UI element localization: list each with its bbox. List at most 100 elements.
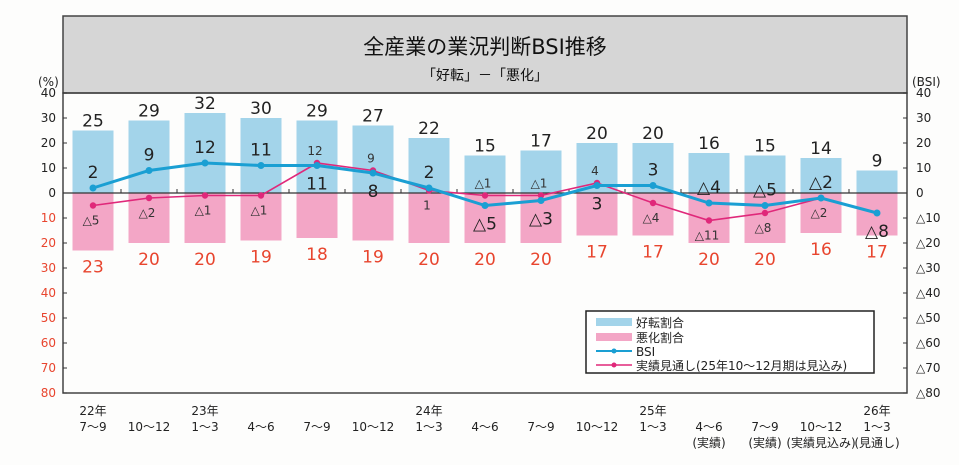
- outlook-value-label: △1: [251, 204, 268, 218]
- category-quarter-label: 10～12: [128, 420, 171, 434]
- good-bar: [128, 120, 170, 193]
- outlook-point: [201, 192, 209, 199]
- good-value-label: 29: [306, 102, 328, 122]
- outlook-point: [761, 209, 769, 217]
- good-value-label: 27: [362, 107, 384, 127]
- outlook-point: [145, 194, 153, 202]
- good-value-label: 30: [250, 99, 272, 119]
- category-quarter-label: 4～6: [471, 420, 498, 434]
- outlook-value-label: 12: [307, 144, 322, 158]
- category-note-label: (実績): [692, 435, 725, 450]
- good-value-label: 22: [418, 119, 440, 139]
- good-bar: [744, 155, 786, 193]
- bsi-value-label: 3: [592, 195, 603, 215]
- category-year-label: 25年: [639, 404, 666, 418]
- bsi-point: [873, 209, 881, 217]
- category-year-label: 22年: [79, 404, 106, 418]
- bad-bar: [408, 193, 450, 243]
- bsi-value-label: △3: [529, 210, 553, 230]
- outlook-value-label: 1: [423, 199, 431, 213]
- left-axis-tick-label: 50: [41, 311, 56, 325]
- bsi-point: [649, 182, 657, 189]
- category-note-label: (実績見込み): [786, 435, 855, 450]
- good-bar: [184, 113, 226, 193]
- good-value-label: 16: [698, 134, 720, 154]
- bsi-value-label: △4: [697, 178, 721, 198]
- legend-bad-label: 悪化割合: [636, 330, 684, 345]
- outlook-value-label: △11: [695, 229, 720, 243]
- bsi-value-label: △8: [865, 222, 889, 242]
- category-quarter-label: 10～12: [576, 420, 619, 434]
- bad-value-label: 20: [194, 250, 216, 270]
- legend: 好転割合 悪化割合 BSI 実績見通し(25年10～12月期は見込み): [585, 310, 875, 374]
- bad-value-label: 20: [530, 250, 552, 270]
- bad-value-label: 18: [306, 245, 328, 265]
- bsi-value-label: △5: [473, 215, 497, 235]
- left-axis-tick-label: 80: [41, 386, 56, 400]
- right-axis-tick-label: △10: [916, 211, 941, 225]
- bad-value-label: 20: [474, 250, 496, 270]
- good-bar: [240, 118, 282, 193]
- bsi-value-label: 8: [368, 182, 379, 202]
- category-quarter-label: 1～3: [191, 420, 218, 434]
- left-unit: (%): [38, 75, 59, 89]
- legend-bsi-label: BSI: [636, 345, 655, 359]
- bsi-point: [313, 162, 321, 169]
- bsi-point: [369, 169, 377, 177]
- category-quarter-label: 1～3: [863, 420, 890, 434]
- bsi-value-label: 3: [648, 161, 659, 181]
- right-axis-tick-label: 0: [916, 186, 924, 200]
- left-axis-tick-label: 20: [41, 236, 56, 250]
- category-note-label: (実績): [748, 435, 781, 450]
- good-bar: [520, 150, 562, 193]
- good-bar: [800, 158, 842, 193]
- bsi-value-label: △2: [809, 173, 833, 193]
- bad-value-label: 17: [642, 243, 664, 263]
- outlook-value-label: 4: [591, 164, 599, 178]
- bad-bar: [240, 193, 282, 241]
- outlook-point: [537, 192, 545, 199]
- legend-good-label: 好転割合: [636, 315, 684, 330]
- left-axis-tick-label: 0: [48, 186, 56, 200]
- right-axis-tick-label: 20: [916, 136, 931, 150]
- bsi-point: [705, 199, 713, 207]
- outlook-point: [257, 192, 265, 199]
- chart-subtitle: 「好転」－「悪化」: [422, 68, 548, 84]
- bad-bar: [184, 193, 226, 243]
- legend-bad-swatch: [596, 333, 632, 341]
- category-quarter-label: 1～3: [639, 420, 666, 434]
- left-axis-tick-label: 40: [41, 86, 56, 100]
- bsi-point: [145, 167, 153, 174]
- good-bar: [352, 125, 394, 193]
- good-value-label: 25: [82, 112, 104, 132]
- category-quarter-label: 1～3: [415, 420, 442, 434]
- bad-value-label: 17: [586, 243, 608, 263]
- left-axis-tick-label: 20: [41, 136, 56, 150]
- right-axis-tick-label: △50: [916, 311, 941, 325]
- bad-value-label: 20: [418, 250, 440, 270]
- right-axis-tick-label: △30: [916, 261, 941, 275]
- category-note-label: (見通し): [854, 436, 899, 450]
- bsi-value-label: 9: [144, 146, 155, 166]
- bad-bar: [128, 193, 170, 243]
- category-year-label: 23年: [191, 404, 218, 418]
- bad-bar: [576, 193, 618, 236]
- right-axis-tick-label: △80: [916, 386, 941, 400]
- bsi-point: [537, 197, 545, 204]
- category-quarter-label: 7～9: [751, 420, 778, 434]
- bsi-point: [201, 159, 209, 167]
- bad-value-label: 20: [754, 250, 776, 270]
- right-axis-tick-label: △70: [916, 361, 941, 375]
- good-value-label: 14: [810, 139, 832, 159]
- right-axis-tick-label: △60: [916, 336, 941, 350]
- right-axis-tick-label: △20: [916, 236, 941, 250]
- bad-value-label: 20: [698, 250, 720, 270]
- bsi-value-label: △5: [753, 181, 777, 201]
- good-bar: [296, 120, 338, 193]
- good-bar: [464, 155, 506, 193]
- bad-value-label: 19: [362, 248, 384, 268]
- good-value-label: 9: [872, 152, 883, 172]
- good-bar: [688, 153, 730, 193]
- bad-value-label: 19: [250, 248, 272, 268]
- category-quarter-label: 10～12: [352, 420, 395, 434]
